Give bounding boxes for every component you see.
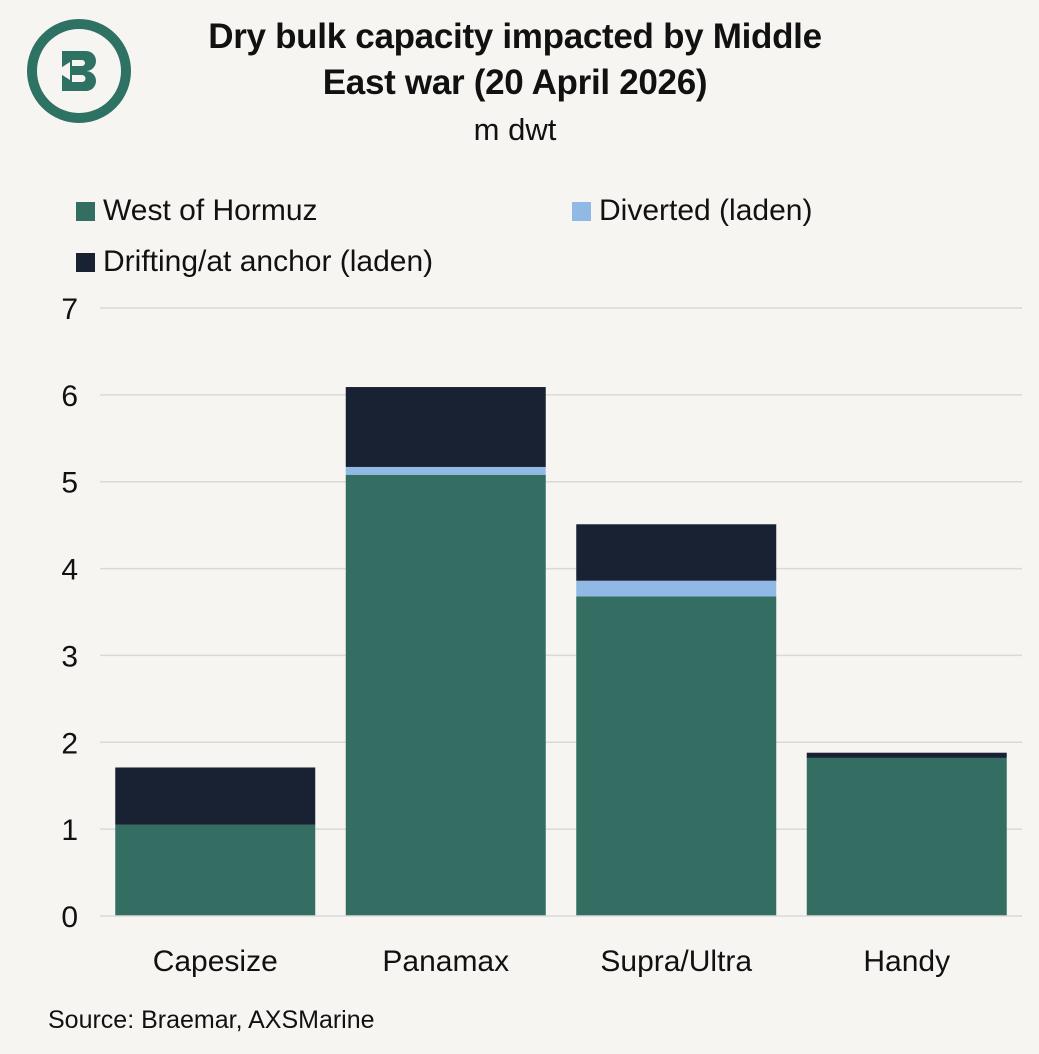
chart-title-line-1: Dry bulk capacity impacted by Middle — [208, 17, 822, 56]
bar-handy-west-of-hormuz — [806, 757, 1007, 916]
bars — [115, 387, 1007, 916]
legend-swatch-west-of-hormuz — [76, 201, 95, 221]
legend-item-drifting: Drifting/at anchor (laden) — [76, 244, 433, 280]
bar-chart: 0 1 2 3 4 5 6 7 Capesize Panamax Supra/Ultra Handy — [61, 293, 1022, 978]
chart-title: Dry bulk capacity impacted by Middle Eas… — [140, 14, 890, 106]
legend-item-west-of-hormuz: West of Hormuz — [76, 193, 318, 229]
y-tick-label-4: 4 — [61, 554, 78, 587]
y-axis: 0 1 2 3 4 5 6 7 — [61, 293, 78, 934]
legend-swatch-diverted — [572, 201, 591, 221]
bar-supra-ultra-diverted-laden — [576, 580, 777, 597]
x-tick-label-supra-ultra: Supra/Ultra — [600, 945, 752, 978]
bar-panamax-diverted-laden — [345, 466, 546, 475]
bar-capesize-drifting-at-anchor-laden — [115, 767, 316, 825]
y-tick-label-6: 6 — [61, 380, 78, 413]
source-note: Source: Braemar, AXSMarine — [48, 1006, 375, 1034]
chart-subtitle: m dwt — [473, 112, 557, 147]
legend-label-diverted: Diverted (laden) — [599, 194, 813, 227]
legend-swatch-drifting — [76, 252, 95, 272]
x-tick-label-panamax: Panamax — [382, 945, 509, 978]
bar-panamax-west-of-hormuz — [345, 474, 546, 916]
x-axis: Capesize Panamax Supra/Ultra Handy — [100, 915, 1022, 978]
y-tick-label-0: 0 — [61, 901, 78, 934]
logo-b-mark — [62, 51, 96, 91]
y-tick-label-7: 7 — [61, 293, 78, 326]
bar-panamax-drifting-at-anchor-laden — [345, 387, 546, 467]
bar-handy-drifting-at-anchor-laden — [806, 752, 1007, 758]
chart-title-line-2: East war (20 April 2026) — [322, 63, 708, 102]
legend-label-west-of-hormuz: West of Hormuz — [103, 194, 318, 227]
braemar-logo — [27, 19, 131, 123]
y-tick-label-5: 5 — [61, 467, 78, 500]
bar-supra-ultra-west-of-hormuz — [576, 596, 777, 916]
y-tick-label-2: 2 — [61, 727, 78, 760]
x-tick-label-handy: Handy — [863, 945, 950, 978]
y-tick-label-1: 1 — [61, 814, 78, 847]
gridlines — [100, 307, 1022, 830]
bar-capesize-west-of-hormuz — [115, 824, 316, 916]
y-tick-label-3: 3 — [61, 640, 78, 673]
bar-supra-ultra-drifting-at-anchor-laden — [576, 524, 777, 581]
x-tick-label-capesize: Capesize — [153, 945, 278, 978]
legend-item-diverted: Diverted (laden) — [572, 193, 812, 229]
legend-label-drifting: Drifting/at anchor (laden) — [103, 245, 434, 278]
